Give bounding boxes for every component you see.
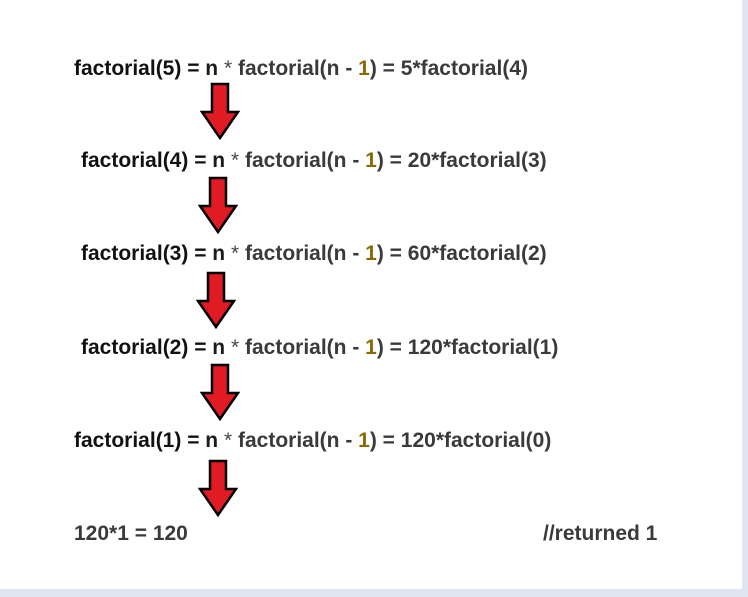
close-paren: ): [376, 336, 384, 359]
down-arrow-icon: [200, 363, 240, 421]
n-variable: n: [205, 429, 219, 452]
call-label: factorial(2): [81, 336, 189, 359]
down-arrow-icon: [200, 82, 240, 140]
multiply-operator: *: [218, 429, 238, 452]
step-result: = 120*factorial(0): [376, 429, 552, 452]
call-label: factorial(3): [81, 242, 189, 265]
down-arrow-icon: [196, 271, 236, 329]
down-arrow-icon: [198, 459, 238, 517]
literal-one: 1: [365, 242, 377, 265]
down-arrow-icon: [198, 176, 238, 234]
recursive-call: factorial(n -: [237, 57, 359, 80]
literal-one: 1: [358, 57, 370, 80]
call-label: factorial(1): [74, 429, 182, 452]
literal-one: 1: [365, 149, 377, 172]
close-paren: ): [376, 242, 384, 265]
step-result: = 5*factorial(4): [376, 57, 528, 80]
recursion-step-2: factorial(4) = n * factorial(n - 1) = 20…: [81, 149, 547, 173]
multiply-operator: *: [225, 242, 245, 265]
step-result: = 20*factorial(3): [383, 149, 547, 172]
n-variable: n: [212, 336, 226, 359]
n-variable: n: [212, 242, 226, 265]
recursion-step-4: factorial(2) = n * factorial(n - 1) = 12…: [81, 336, 558, 360]
final-result: 120*1 = 120: [74, 522, 188, 546]
close-paren: ): [369, 57, 377, 80]
recursion-step-3: factorial(3) = n * factorial(n - 1) = 60…: [81, 242, 547, 266]
call-label: factorial(5): [74, 57, 182, 80]
close-paren: ): [369, 429, 377, 452]
n-variable: n: [205, 57, 219, 80]
literal-one: 1: [358, 429, 370, 452]
recursive-call: factorial(n -: [244, 149, 366, 172]
equals-sign: =: [181, 429, 206, 452]
step-result: = 120*factorial(1): [383, 336, 559, 359]
close-paren: ): [376, 149, 384, 172]
step-result: = 60*factorial(2): [383, 242, 547, 265]
n-variable: n: [212, 149, 226, 172]
equals-sign: =: [181, 57, 206, 80]
multiply-operator: *: [225, 149, 245, 172]
recursive-call: factorial(n -: [244, 242, 366, 265]
final-expression: 120*1 = 120: [74, 522, 188, 545]
call-label: factorial(4): [81, 149, 189, 172]
return-comment: //returned 1: [543, 522, 657, 546]
recursive-call: factorial(n -: [244, 336, 366, 359]
recursion-step-5: factorial(1) = n * factorial(n - 1) = 12…: [74, 429, 551, 453]
multiply-operator: *: [225, 336, 245, 359]
literal-one: 1: [365, 336, 377, 359]
equals-sign: =: [188, 336, 213, 359]
multiply-operator: *: [218, 57, 238, 80]
recursion-step-1: factorial(5) = n * factorial(n - 1) = 5*…: [74, 57, 528, 81]
comment-text: //returned 1: [543, 522, 658, 545]
equals-sign: =: [188, 242, 213, 265]
equals-sign: =: [188, 149, 213, 172]
recursive-call: factorial(n -: [237, 429, 359, 452]
